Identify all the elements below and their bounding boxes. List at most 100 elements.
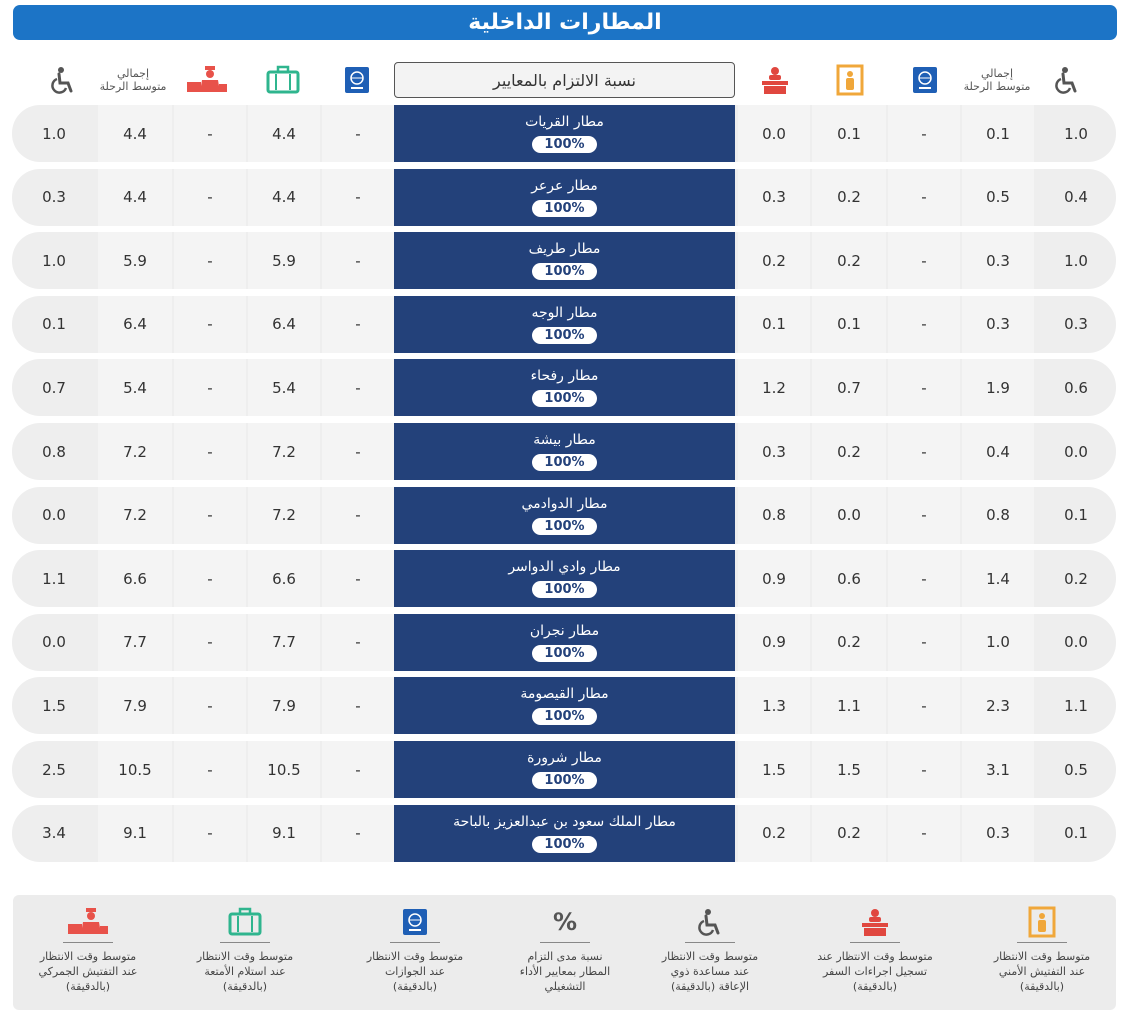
table-row: 1.0 0.3-0.2 0.2-5.9-5.9 1.0 مطار طريف 100% [12, 232, 1116, 290]
cell-c6: - [322, 295, 394, 353]
cell-c2: 0.1 [962, 105, 1034, 162]
cell-c1: 0.3 [1064, 315, 1088, 334]
legend-text: متوسط وقت الانتظار [196, 950, 294, 963]
cell-c10: 1.1 [42, 569, 66, 588]
cell-c4: 0.1 [812, 105, 886, 162]
cell-c4: 0.6 [812, 550, 886, 608]
cell-c8: - [174, 232, 246, 290]
airport-cell: مطار القريات 100% [394, 105, 735, 162]
legend-icon-wrap [66, 905, 110, 939]
cell-c8: - [174, 486, 246, 544]
cell-c7: 7.2 [248, 486, 320, 544]
cell-c9: 10.5 [98, 741, 172, 798]
passport-icon [345, 67, 369, 93]
cell-c6: - [322, 741, 394, 798]
cell-c10: 0.0 [42, 506, 66, 525]
cell-c2: 1.0 [962, 613, 1034, 671]
cell-c8: - [174, 613, 246, 671]
compliance-percent: 100% [532, 136, 597, 153]
wheelchair-icon [51, 67, 73, 94]
legend-text: المطار بمعايير الأداء [519, 964, 611, 978]
cell-c1: 0.1 [1064, 506, 1088, 525]
cell-c10: 0.7 [42, 378, 66, 397]
cell-c7: 9.1 [248, 804, 320, 862]
airport-name: مطار وادي الدواسر [508, 559, 621, 576]
cell-c5: 0.2 [738, 232, 810, 290]
cell-c7: 4.4 [248, 168, 320, 226]
cell-c1: 0.1 [1064, 824, 1088, 843]
cell-c8: - [174, 295, 246, 353]
cell-c3: - [888, 677, 960, 735]
airport-cell: مطار رفحاء 100% [394, 359, 735, 417]
cell-c5: 0.3 [738, 423, 810, 480]
cell-c4: 0.2 [812, 232, 886, 290]
cell-c9: 7.2 [98, 486, 172, 544]
header-security-gate [815, 55, 885, 105]
cell-c5: 0.2 [738, 804, 810, 862]
cell-c2: 0.3 [962, 295, 1034, 353]
legend-item-percent: % نسبة مدى التزام المطار بمعايير الأداء الت… [495, 905, 635, 995]
compliance-percent: 100% [532, 263, 597, 281]
cell-c6: - [322, 677, 394, 735]
cell-c1: 0.0 [1064, 442, 1088, 461]
header-total-avg-left: إجمالي متوسط الرحلة [99, 66, 167, 93]
legend-text: التشغيلي [544, 979, 586, 993]
legend-divider [220, 942, 270, 943]
cell-c2: 0.5 [962, 168, 1034, 226]
legend-text: (بالدقيقة) [852, 979, 898, 993]
criteria-header: نسبة الالتزام بالمعايير [394, 62, 735, 98]
airport-cell: مطار الدوادمي 100% [394, 486, 735, 544]
header-passport-left [322, 55, 392, 105]
legend-text: عند مساعدة ذوي [670, 964, 750, 978]
cell-c9: 7.2 [98, 423, 172, 480]
cell-c1: 1.0 [1064, 251, 1088, 270]
cell-c8: - [174, 804, 246, 862]
cell-c10: 2.5 [42, 760, 66, 779]
cell-c9: 9.1 [98, 804, 172, 862]
compliance-percent: 100% [532, 454, 597, 471]
legend-icon-wrap [400, 905, 430, 939]
cell-c5: 0.3 [738, 168, 810, 226]
cell-c2: 0.4 [962, 423, 1034, 480]
cell-c2: 1.4 [962, 550, 1034, 608]
cell-c9: 6.6 [98, 550, 172, 608]
table-row: 1.0 0.1-0.1 0.0-4.4-4.4 1.0 مطار القريات 100% [12, 105, 1116, 162]
wheelchair-icon [1055, 67, 1077, 94]
table-row: 0.3 0.3-0.1 0.1-6.4-6.4 0.1 مطار الوجه 100% [12, 295, 1116, 353]
cell-c1: 0.2 [1064, 569, 1088, 588]
legend-text: عند الجوازات [384, 964, 446, 978]
cell-c5: 0.1 [738, 295, 810, 353]
legend-text: (بالدقيقة) [222, 979, 268, 993]
airport-name: مطار طريف [528, 241, 601, 258]
airport-cell: مطار وادي الدواسر 100% [394, 550, 735, 608]
header-checkin [740, 55, 810, 105]
security-gate-icon [836, 64, 864, 96]
cell-c2: 0.3 [962, 804, 1034, 862]
airport-cell: مطار عرعر 100% [394, 168, 735, 226]
legend-text: متوسط وقت الانتظار [366, 950, 464, 963]
cell-c3: - [888, 741, 960, 798]
airport-cell: مطار نجران 100% [394, 613, 735, 671]
legend-item-baggage: متوسط وقت الانتظار عند استلام الأمتعة (بال… [175, 905, 315, 995]
header-wheelchair-right [1040, 55, 1094, 105]
table-row: 0.2 1.4-0.6 0.9-6.6-6.6 1.1 مطار وادي الدواس… [12, 550, 1116, 608]
baggage-icon [266, 65, 300, 94]
airport-name: مطار الوجه [531, 304, 598, 321]
cell-c10: 1.5 [42, 696, 66, 715]
header-customs [172, 55, 242, 105]
airport-name: مطار شرورة [527, 750, 602, 766]
cell-c4: 0.1 [812, 295, 886, 353]
cell-c5: 1.5 [738, 741, 810, 798]
cell-c3: - [888, 613, 960, 671]
cell-c1: 1.1 [1064, 696, 1088, 715]
cell-c8: - [174, 359, 246, 417]
airport-cell: مطار شرورة 100% [394, 741, 735, 798]
compliance-percent: 100% [532, 326, 597, 344]
table-row: 0.1 0.3-0.2 0.2-9.1-9.1 3.4 مطار الملك سعود … [12, 804, 1116, 862]
airport-name: مطار بيشة [533, 432, 596, 448]
cell-c6: - [322, 359, 394, 417]
cell-c5: 0.0 [738, 105, 810, 162]
legend-text: (بالدقيقة) [1019, 979, 1065, 993]
baggage-icon [228, 907, 262, 936]
header-baggage [248, 55, 318, 105]
